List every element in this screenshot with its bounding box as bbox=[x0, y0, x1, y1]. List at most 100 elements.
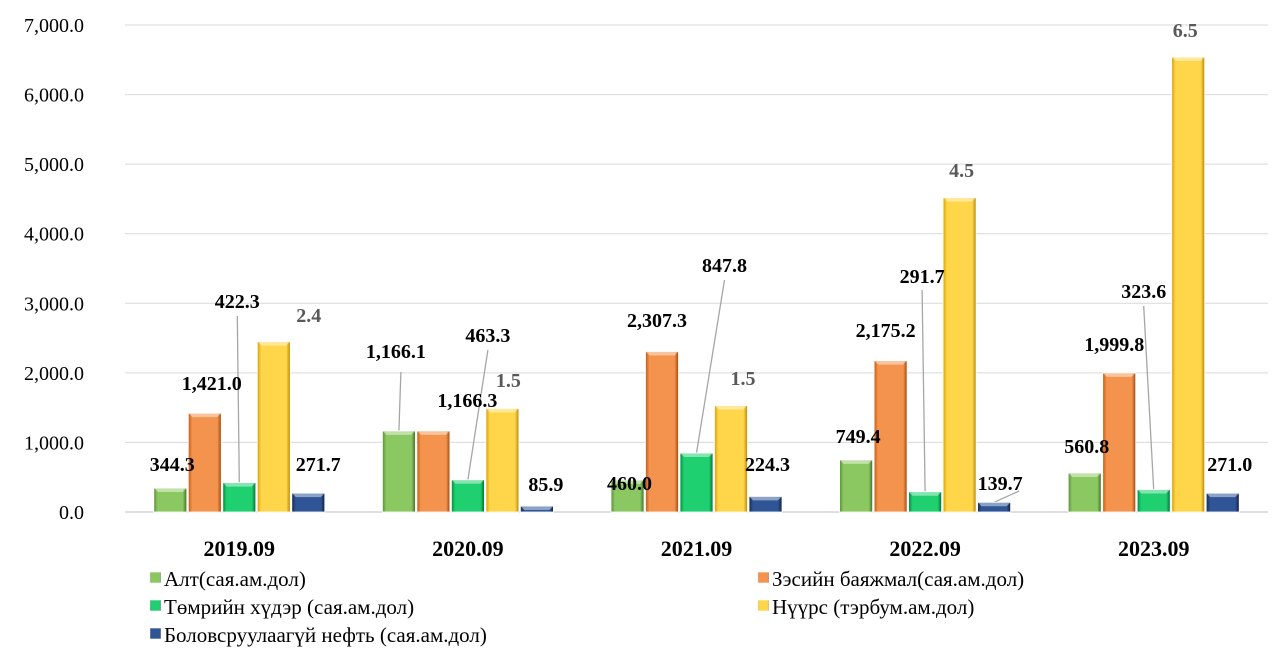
data-label: 6.5 bbox=[1173, 20, 1198, 42]
bar bbox=[977, 501, 1011, 513]
bar-bevel bbox=[839, 459, 873, 464]
y-tick-label: 3,000.0 bbox=[24, 293, 84, 315]
bar-bevel bbox=[943, 197, 977, 202]
data-label: 2,307.3 bbox=[627, 310, 687, 332]
bar-bevel bbox=[1102, 372, 1136, 377]
data-label: 344.3 bbox=[150, 454, 195, 476]
leader-line bbox=[993, 490, 1020, 503]
bar-bevel bbox=[1137, 489, 1171, 494]
y-tick-label: 2,000.0 bbox=[24, 363, 84, 385]
bar-bevel bbox=[749, 496, 782, 501]
bar-bevel bbox=[611, 479, 644, 484]
data-label: 1,999.8 bbox=[1084, 334, 1144, 356]
bar bbox=[942, 197, 977, 513]
bar bbox=[610, 479, 645, 513]
bar-bevel bbox=[1171, 57, 1205, 62]
bar-bevel bbox=[520, 506, 554, 511]
leader-line bbox=[467, 349, 489, 480]
data-label: 463.3 bbox=[465, 325, 510, 347]
y-tick-label: 6,000.0 bbox=[24, 85, 84, 107]
bar bbox=[839, 459, 873, 513]
bar bbox=[1171, 56, 1206, 513]
leader-line bbox=[398, 371, 402, 431]
bar-bevel bbox=[188, 413, 222, 418]
bar-bevel bbox=[222, 482, 256, 487]
y-axis: 0.0 1,000.0 2,000.0 3,000.0 4,000.0 5,000.0 6,… bbox=[24, 15, 84, 524]
bar bbox=[485, 407, 520, 513]
data-label: 1.5 bbox=[731, 368, 756, 390]
y-tick-label: 4,000.0 bbox=[24, 224, 84, 246]
data-label: 1,166.3 bbox=[437, 390, 497, 412]
data-label: 139.7 bbox=[978, 473, 1023, 495]
bar bbox=[645, 351, 679, 513]
bar-bevel bbox=[382, 430, 416, 435]
leader-line bbox=[236, 315, 240, 483]
bar-bevel bbox=[291, 493, 325, 498]
leader-line bbox=[1143, 305, 1155, 490]
bar-bevel bbox=[257, 341, 291, 346]
legend-label: Алт(сая.ам.дол) bbox=[164, 567, 306, 591]
bar bbox=[1067, 472, 1102, 513]
legend-swatch bbox=[149, 571, 162, 584]
bar-bevel bbox=[153, 488, 187, 493]
bar bbox=[291, 492, 326, 513]
bar bbox=[222, 482, 257, 513]
data-label: 1,166.1 bbox=[366, 341, 426, 363]
bar bbox=[381, 430, 416, 513]
x-tick-label: 2019.09 bbox=[204, 536, 276, 561]
data-label: 2.4 bbox=[296, 305, 321, 327]
bar bbox=[1205, 492, 1240, 513]
bar-bevel bbox=[908, 491, 942, 496]
leader-line bbox=[695, 279, 726, 454]
data-label: 847.8 bbox=[702, 255, 747, 277]
bar bbox=[256, 341, 291, 513]
gridlines bbox=[125, 24, 1268, 513]
x-tick-label: 2022.09 bbox=[889, 536, 961, 561]
data-label: 271.7 bbox=[296, 454, 341, 476]
bar-bevel bbox=[485, 408, 519, 413]
bar-bevel bbox=[1206, 493, 1240, 498]
legend: Алт(сая.ам.дол) Зэсийн баяжмал(сая.ам.дол… bbox=[149, 567, 1024, 647]
data-label: 460.0 bbox=[607, 473, 652, 495]
legend-label: Боловсруулаагүй нефть (сая.ам.дол) bbox=[164, 623, 487, 647]
x-tick-label: 2023.09 bbox=[1118, 536, 1190, 561]
data-label: 749.4 bbox=[836, 426, 881, 448]
bar-bevel bbox=[416, 430, 450, 435]
bar bbox=[679, 452, 714, 513]
bar bbox=[416, 430, 451, 513]
data-label: 2,175.2 bbox=[856, 320, 916, 342]
bar bbox=[873, 360, 908, 513]
data-labels: 344.3 1,166.1 460.0 749.4 560.8 1,421.0 1,166.… bbox=[150, 20, 1252, 496]
bar bbox=[748, 495, 783, 513]
bar bbox=[908, 491, 942, 513]
bar bbox=[1102, 372, 1137, 513]
legend-label: Нүүрс (тэрбум.ам.дол) bbox=[772, 595, 974, 619]
data-label: 560.8 bbox=[1064, 436, 1109, 458]
bar-bevel bbox=[977, 502, 1011, 507]
y-tick-label: 5,000.0 bbox=[24, 154, 84, 176]
data-label: 271.0 bbox=[1207, 454, 1252, 476]
data-label: 1,421.0 bbox=[182, 373, 242, 395]
data-label: 1.5 bbox=[496, 370, 521, 392]
leader-lines bbox=[236, 279, 1155, 503]
legend-label: Зэсийн баяжмал(сая.ам.дол) bbox=[772, 567, 1024, 591]
y-tick-label: 7,000.0 bbox=[24, 15, 84, 37]
bar-bevel bbox=[645, 351, 679, 356]
bar-bevel bbox=[451, 479, 485, 484]
leader-line bbox=[921, 289, 926, 492]
y-tick-label: 1,000.0 bbox=[24, 432, 84, 454]
legend-swatch bbox=[149, 627, 162, 640]
x-tick-label: 2021.09 bbox=[661, 536, 733, 561]
data-label: 422.3 bbox=[215, 291, 260, 313]
bar bbox=[714, 405, 748, 513]
bar bbox=[450, 479, 485, 513]
legend-swatch bbox=[149, 599, 162, 612]
x-axis: 2019.09 2020.09 2021.09 2022.09 2023.09 bbox=[204, 536, 1190, 561]
data-label: 291.7 bbox=[900, 266, 945, 288]
legend-swatch bbox=[757, 571, 770, 584]
data-label: 85.9 bbox=[528, 474, 563, 496]
bars bbox=[153, 56, 1240, 513]
y-tick-label: 0.0 bbox=[59, 502, 84, 524]
bar bbox=[1136, 489, 1171, 513]
